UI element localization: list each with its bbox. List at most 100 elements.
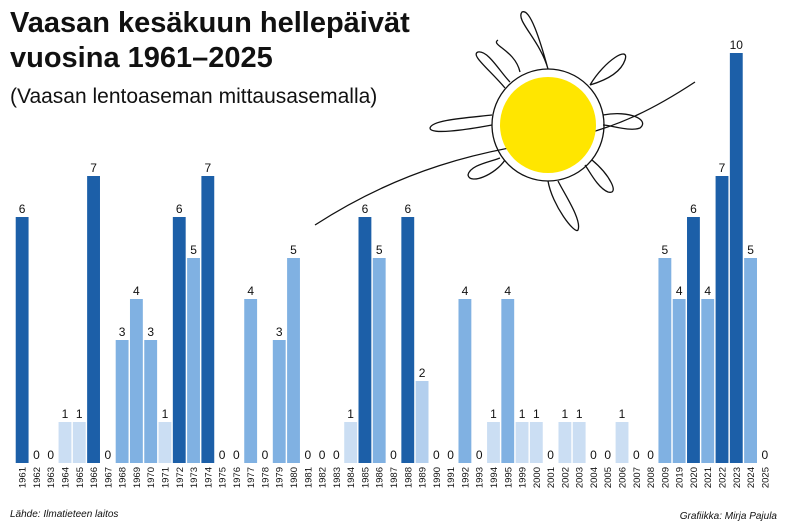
bar [501,299,515,463]
bar [515,422,529,463]
x-tick-label: 1973 [189,467,200,488]
value-label: 1 [490,407,497,421]
x-tick-label: 2005 [603,467,614,488]
value-label: 4 [133,284,140,298]
bar [615,422,629,463]
bar [744,258,758,463]
chart-title: vuosina 1961–2025 [10,42,273,74]
x-tick-label: 1976 [232,467,243,488]
value-label: 0 [547,448,554,462]
value-label: 0 [390,448,397,462]
bar [72,422,86,463]
bar [729,53,743,463]
value-label: 0 [333,448,340,462]
bar [715,176,729,463]
bar [672,299,686,463]
value-label: 6 [404,202,411,216]
bar [701,299,715,463]
credit: Grafiikka: Mirja Pajula [680,511,778,522]
sun-illustration [314,11,696,232]
x-tick-label: 2000 [532,467,543,488]
value-label: 4 [462,284,469,298]
value-label: 10 [730,38,744,52]
value-label: 3 [276,325,283,339]
bar [272,340,286,463]
x-tick-label: 1964 [60,467,71,488]
bar [344,422,358,463]
x-tick-label: 2004 [589,467,600,488]
x-tick-label: 1980 [289,467,300,488]
x-tick-label: 1985 [360,467,371,488]
value-label: 0 [304,448,311,462]
x-tick-label: 1983 [332,467,343,488]
x-tick-label: 1986 [375,467,386,488]
value-label: 1 [347,407,354,421]
value-label: 5 [190,243,197,257]
chart-title: Vaasan kesäkuun hellepäivät [10,7,410,39]
value-label: 1 [62,407,69,421]
bar [358,217,372,463]
value-label: 1 [562,407,569,421]
value-label: 3 [147,325,154,339]
bar [487,422,500,463]
value-label: 7 [90,161,97,175]
bar [572,422,586,463]
value-label: 4 [247,284,254,298]
x-tick-label: 1963 [46,467,57,488]
x-tick-label: 1974 [203,467,214,488]
bar [187,258,200,463]
value-label: 0 [762,448,769,462]
value-label: 0 [590,448,597,462]
source: Lähde: Ilmatieteen laitos [10,509,118,520]
x-tick-label: 1978 [260,467,271,488]
x-tick-label: 1975 [218,467,229,488]
bar [172,217,186,463]
x-tick-label: 1994 [489,467,500,488]
chart-subtitle: (Vaasan lentoaseman mittausasemalla) [10,85,377,108]
x-tick-label: 1984 [346,467,357,488]
x-tick-label: 2020 [689,467,700,488]
bar [244,299,258,463]
value-label: 2 [419,366,426,380]
x-tick-label: 1967 [103,467,114,488]
x-tick-label: 1977 [246,467,257,488]
value-label: 0 [104,448,111,462]
x-tick-label: 2009 [660,467,671,488]
value-label: 7 [204,161,211,175]
x-tick-label: 1966 [89,467,100,488]
x-tick-label: 1961 [18,467,29,488]
value-label: 0 [33,448,40,462]
x-tick-label: 1965 [75,467,86,488]
value-label: 1 [519,407,526,421]
bar [287,258,300,463]
value-label: 5 [376,243,383,257]
x-tick-label: 1981 [303,467,314,488]
value-label: 0 [219,448,226,462]
bar [372,258,386,463]
x-tick-label: 1990 [432,467,443,488]
bar [15,217,29,463]
x-tick-label: 1988 [403,467,414,488]
x-tick-label: 2019 [675,467,686,488]
x-tick-label: 2003 [575,467,586,488]
bar [529,422,543,463]
bar [144,340,158,463]
bar [115,340,129,463]
bar [458,299,472,463]
value-label: 0 [262,448,269,462]
value-label: 0 [604,448,611,462]
bar [129,299,143,463]
x-tick-label: 2021 [703,467,714,488]
x-tick-label: 1995 [503,467,514,488]
value-label: 5 [747,243,754,257]
bar [201,176,215,463]
x-tick-label: 1992 [460,467,471,488]
value-label: 6 [690,202,697,216]
bar [158,422,172,463]
x-tick-label: 1968 [118,467,129,488]
bar [87,176,100,463]
x-tick-label: 1962 [32,467,43,488]
value-label: 4 [676,284,683,298]
x-tick-label: 1969 [132,467,143,488]
value-label: 7 [719,161,726,175]
